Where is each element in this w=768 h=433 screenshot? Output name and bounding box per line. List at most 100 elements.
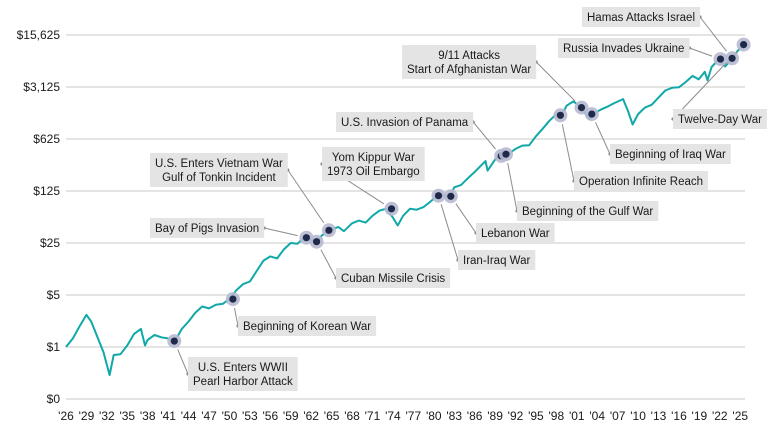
y-tick-label: $5 <box>47 288 61 302</box>
event-label-iran-iraq-war: Iran-Iraq War <box>458 250 536 270</box>
event-label-9-11-attacks: 9/11 Attacks Start of Afghanistan War <box>402 45 537 79</box>
x-tick-label: '32 <box>99 409 115 423</box>
event-label-russia-invades-ukraine: Russia Invades Ukraine <box>558 38 690 58</box>
event-marker-hamas-attacks-israel <box>728 54 736 62</box>
event-label-text: Beginning of Korean War <box>243 321 371 333</box>
x-tick-label: '47 <box>201 409 217 423</box>
x-tick-label: '86 <box>467 409 483 423</box>
event-label-box <box>150 153 288 187</box>
event-label-box <box>558 38 690 58</box>
event-marker-operation-infinite-reach <box>556 111 565 119</box>
x-tick-label: '25 <box>732 409 748 423</box>
x-tick-label: '29 <box>79 409 95 423</box>
x-tick-label: '35 <box>119 409 135 423</box>
event-label-text: Operation Infinite Reach <box>579 176 703 188</box>
y-axis: $0 $1 $5 $25 $125 $625 $3,125 $15,625 <box>17 28 61 406</box>
event-label-text: Twelve-Day War <box>678 114 762 126</box>
event-markers <box>167 37 751 349</box>
x-tick-label: '95 <box>528 409 544 423</box>
event-label-twelve-day-war: Twelve-Day War <box>673 109 767 129</box>
x-tick-label: '50 <box>222 409 238 423</box>
event-label-beginning-of-korean-war: Beginning of Korean War <box>238 316 377 336</box>
x-tick-label: '38 <box>140 409 156 423</box>
event-label-text: Iran-Iraq War <box>463 255 530 267</box>
y-tick-label: $25 <box>40 236 60 250</box>
x-tick-label: '44 <box>181 409 197 423</box>
x-tick-label: '62 <box>303 409 319 423</box>
leader-russia-invades-ukraine <box>689 47 713 57</box>
x-tick-label: '01 <box>569 409 585 423</box>
event-label-text: Start of Afghanistan War <box>407 64 531 76</box>
event-marker-russia-invades-ukraine <box>716 55 725 63</box>
event-label-text: 1973 Oil Embargo <box>327 166 420 178</box>
leader-u-s-enters-wwii <box>177 349 189 375</box>
x-tick-label: '80 <box>426 409 442 423</box>
leader-cuban-missile-crisis <box>320 249 337 279</box>
x-tick-label: '83 <box>446 409 462 423</box>
x-tick-label: '71 <box>365 409 381 423</box>
event-label-text: Bay of Pigs Invasion <box>155 223 259 235</box>
event-label-box <box>150 218 265 238</box>
event-label-u-s-invasion-of-panama: U.S. Invasion of Panama <box>336 112 474 132</box>
event-label-text: U.S. Invasion of Panama <box>341 117 469 129</box>
x-tick-label: '65 <box>324 409 340 423</box>
leader-hamas-attacks-israel <box>699 16 727 52</box>
x-tick-label: '10 <box>630 409 646 423</box>
event-label-box <box>517 201 659 221</box>
x-tick-label: '56 <box>262 409 278 423</box>
leader-lebanon-war <box>455 203 477 234</box>
leader-iran-iraq-war <box>440 204 459 261</box>
event-labels: U.S. Enters WWII Pearl Harbor Attack Begin… <box>150 7 767 391</box>
event-marker-beginning-of-the-gulf-war <box>502 150 510 158</box>
leader-bay-of-pigs-invasion <box>264 227 298 237</box>
x-tick-label: '53 <box>242 409 258 423</box>
event-marker-bay-of-pigs-invasion <box>302 234 310 242</box>
event-label-box <box>322 147 425 181</box>
leader-beginning-of-the-gulf-war <box>507 163 518 212</box>
event-label-bay-of-pigs-invasion: Bay of Pigs Invasion <box>150 218 265 238</box>
event-label-hamas-attacks-israel: Hamas Attacks Israel <box>582 7 700 27</box>
event-label-box <box>610 144 731 164</box>
event-label-text: Yom Kippur War <box>332 152 415 164</box>
event-label-text: 9/11 Attacks <box>438 50 500 62</box>
y-tick-label: $3,125 <box>23 80 60 94</box>
event-marker-lebanon-war <box>447 192 455 200</box>
leader-u-s-enters-vietnam-war <box>287 169 325 224</box>
event-marker-yom-kippur-war <box>387 205 396 213</box>
event-marker-twelve-day-war <box>740 41 748 49</box>
leader-operation-infinite-reach <box>561 124 575 182</box>
leader-beginning-of-korean-war <box>234 307 239 327</box>
x-tick-label: '04 <box>589 409 605 423</box>
x-tick-label: '07 <box>610 409 626 423</box>
event-marker-9-11-attacks <box>577 104 586 112</box>
event-label-text: Russia Invades Ukraine <box>563 43 684 55</box>
event-label-text: Beginning of Iraq War <box>615 149 726 161</box>
event-label-operation-infinite-reach: Operation Infinite Reach <box>574 171 708 191</box>
event-marker-beginning-of-korean-war <box>229 295 237 303</box>
event-label-lebanon-war: Lebanon War <box>476 223 555 243</box>
x-tick-label: '92 <box>508 409 524 423</box>
x-tick-label: '26 <box>58 409 74 423</box>
event-marker-beginning-of-iraq-war <box>588 110 596 118</box>
event-label-box <box>574 171 708 191</box>
annotation-leaders <box>177 15 738 376</box>
event-label-u-s-enters-vietnam-war: U.S. Enters Vietnam War Gulf of Tonkin In… <box>150 153 288 187</box>
leader-u-s-invasion-of-panama <box>472 121 496 150</box>
x-axis: '26 '29 '32 '35 '38 '41 '44 '47 '50 '53 '56 '59 '62 '… <box>58 409 748 423</box>
event-label-cuban-missile-crisis: Cuban Missile Crisis <box>336 268 451 288</box>
y-tick-label: $125 <box>33 184 60 198</box>
x-tick-label: '98 <box>549 409 565 423</box>
event-label-text: Gulf of Tonkin Incident <box>162 172 276 184</box>
event-label-box <box>402 45 537 79</box>
event-label-beginning-of-the-gulf-war: Beginning of the Gulf War <box>517 201 659 221</box>
event-label-box <box>673 109 767 129</box>
x-tick-label: '19 <box>692 409 708 423</box>
event-marker-u-s-enters-vietnam-war <box>325 226 333 234</box>
event-label-box <box>476 223 555 243</box>
leader-9-11-attacks <box>535 61 576 102</box>
event-label-text: Hamas Attacks Israel <box>587 12 695 24</box>
y-tick-label: $1 <box>47 340 61 354</box>
x-tick-label: '89 <box>487 409 503 423</box>
event-label-text: Cuban Missile Crisis <box>341 273 445 285</box>
x-tick-label: '77 <box>406 409 422 423</box>
